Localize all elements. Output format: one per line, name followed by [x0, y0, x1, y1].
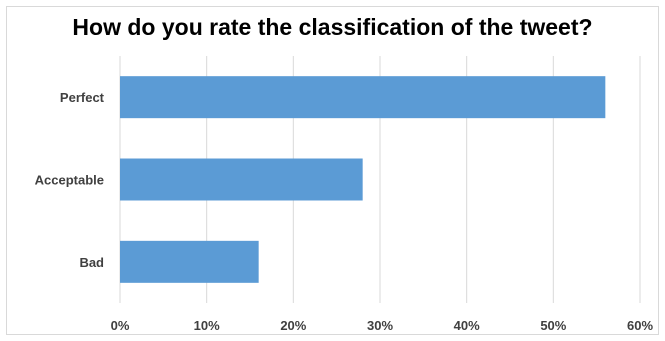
bars	[120, 76, 606, 283]
x-tick-label: 20%	[280, 318, 306, 333]
bar-acceptable	[120, 158, 363, 201]
chart-title: How do you rate the classification of th…	[72, 14, 593, 40]
bar-perfect	[120, 76, 606, 119]
x-tick-label: 0%	[111, 318, 130, 333]
category-label-perfect: Perfect	[60, 90, 105, 105]
category-label-bad: Bad	[79, 255, 104, 270]
category-label-acceptable: Acceptable	[35, 173, 104, 188]
x-tick-labels: 0% 10% 20% 30% 40% 50% 60%	[111, 318, 654, 333]
bar-bad	[120, 240, 259, 283]
x-tick-label: 40%	[454, 318, 480, 333]
x-tick-label: 10%	[194, 318, 220, 333]
x-tick-label: 60%	[627, 318, 653, 333]
x-tick-label: 50%	[540, 318, 566, 333]
category-labels: Perfect Acceptable Bad	[35, 90, 105, 270]
x-tick-label: 30%	[367, 318, 393, 333]
